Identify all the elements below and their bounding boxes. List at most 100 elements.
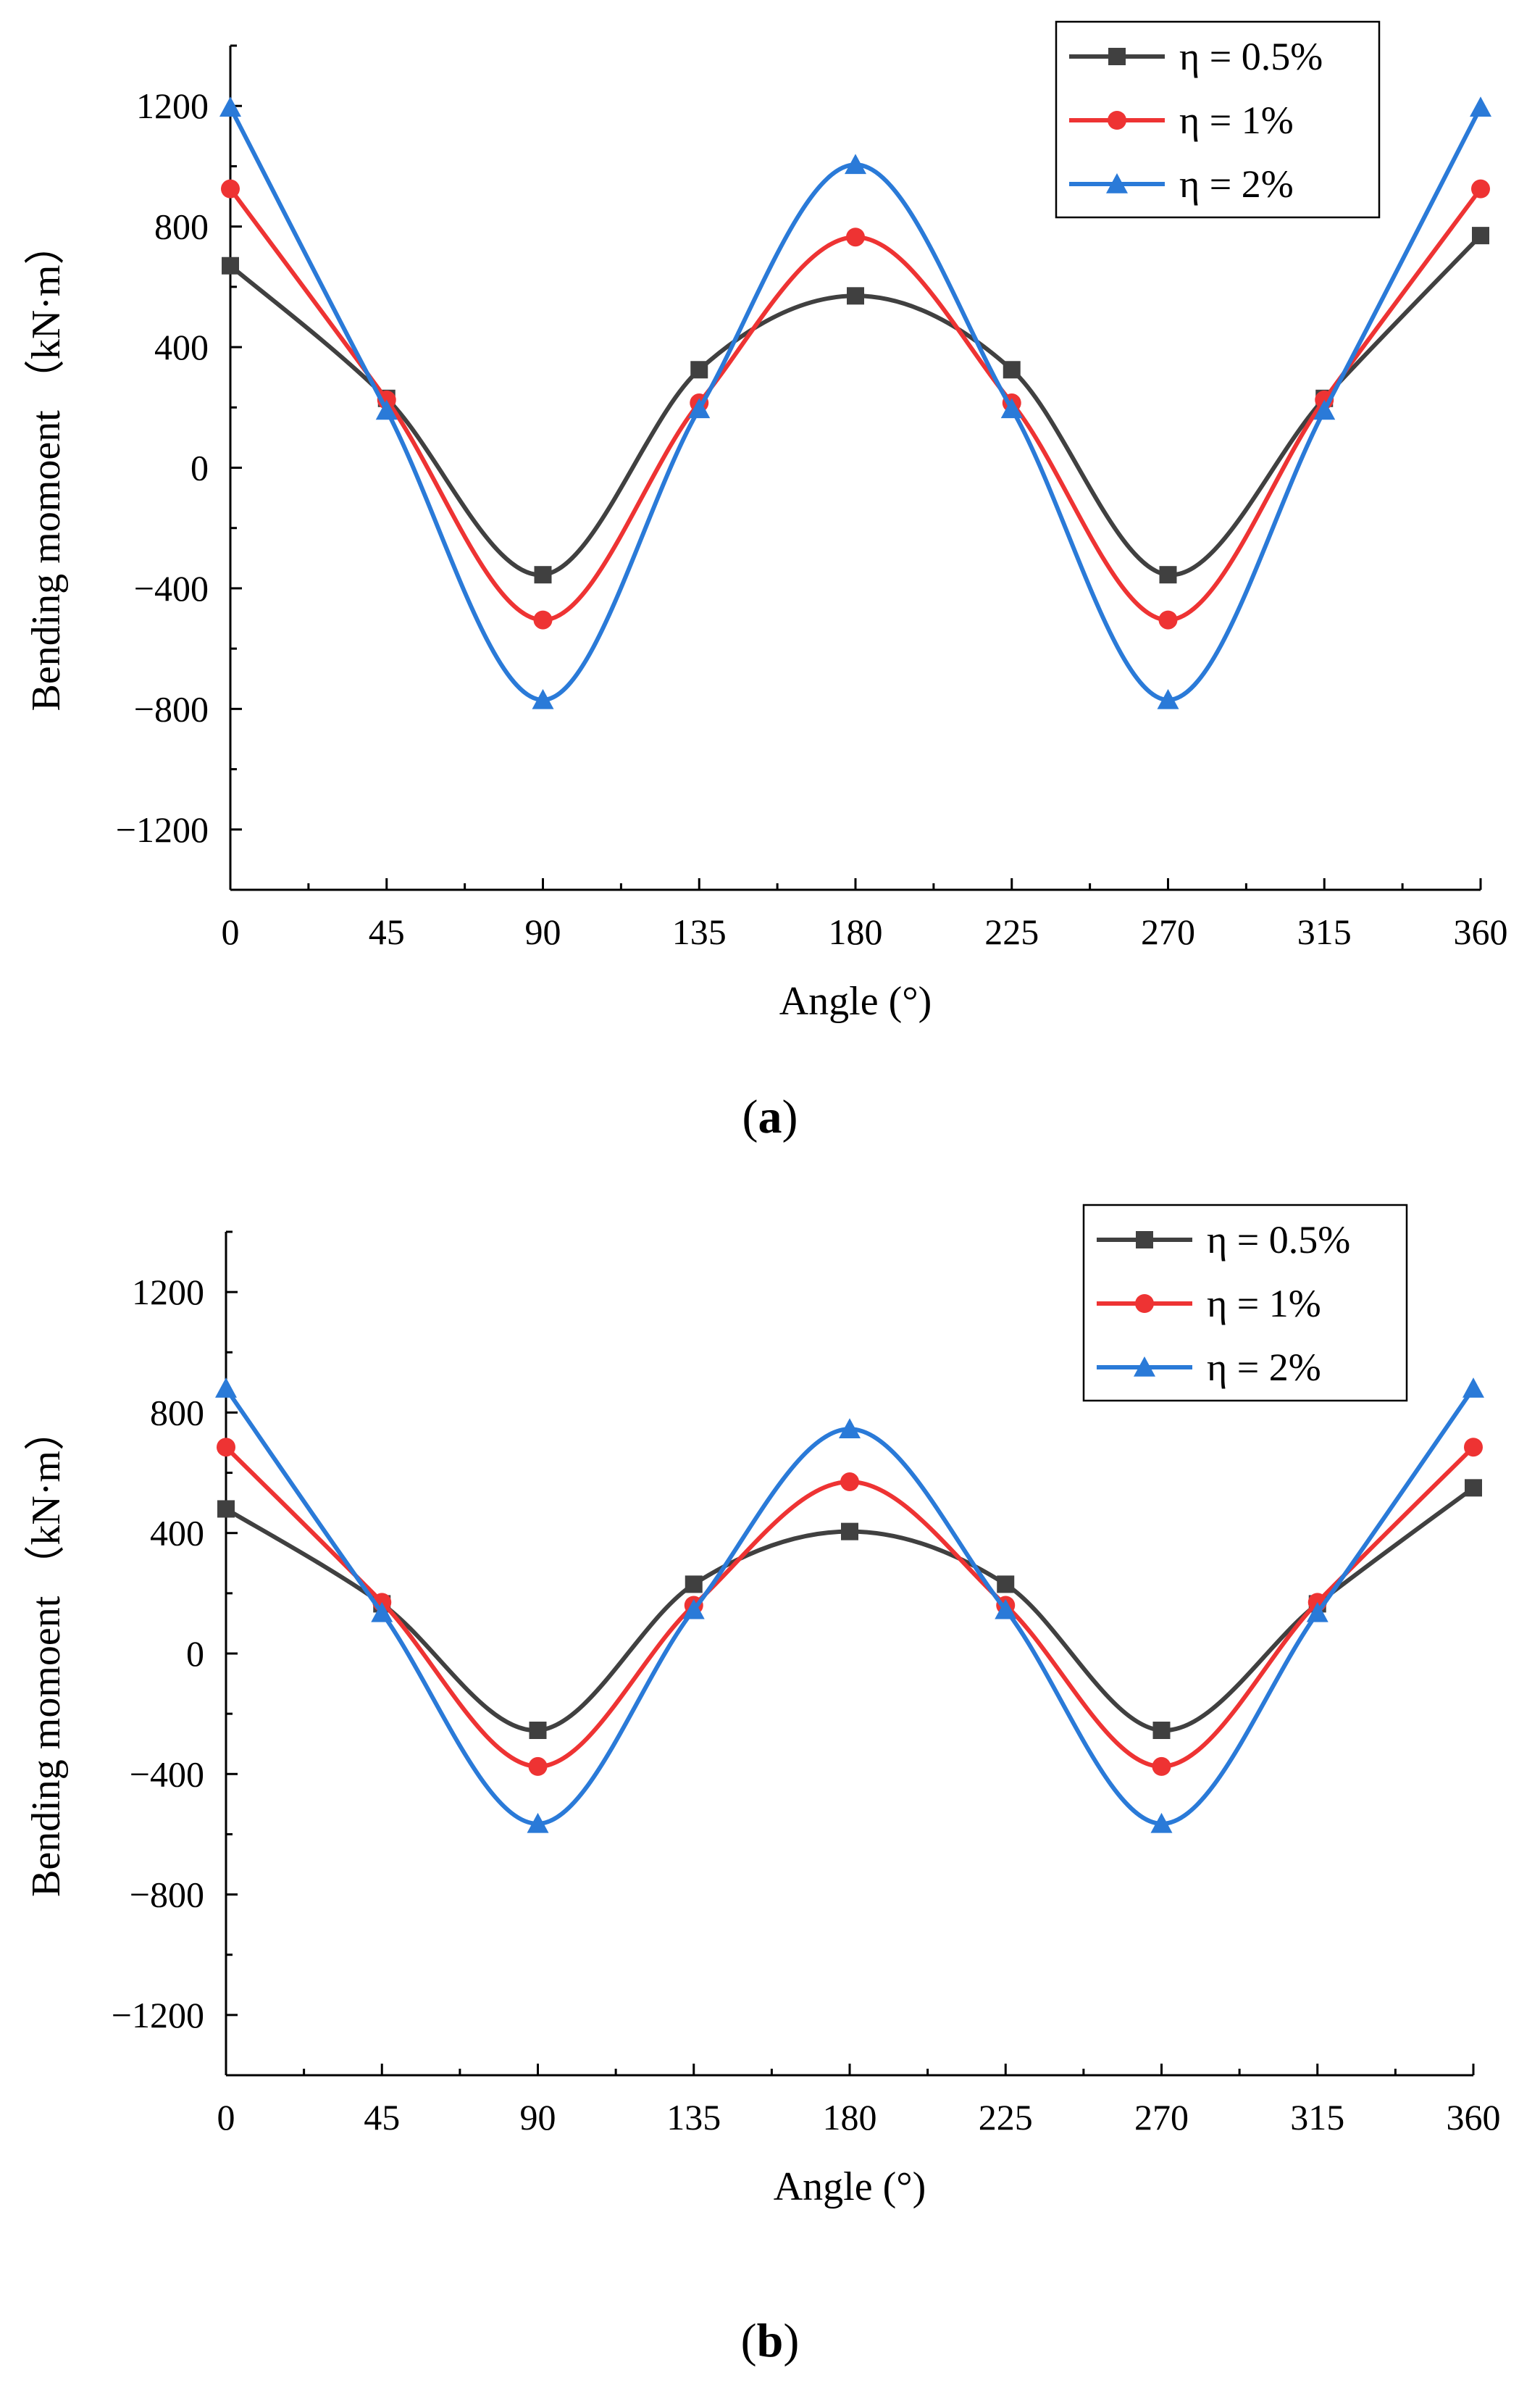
caption-letter: a bbox=[758, 1091, 782, 1143]
data-point bbox=[219, 96, 241, 117]
data-point bbox=[1157, 688, 1179, 709]
data-point bbox=[527, 1812, 549, 1833]
legend-label: η = 2% bbox=[1207, 1346, 1321, 1389]
data-point bbox=[217, 1438, 235, 1457]
data-point bbox=[1159, 566, 1177, 584]
data-point bbox=[688, 398, 711, 419]
data-point bbox=[215, 1377, 237, 1398]
legend-label: η = 2% bbox=[1179, 162, 1294, 206]
data-point bbox=[1306, 1601, 1328, 1622]
x-tick-label: 315 bbox=[1297, 912, 1352, 952]
data-point bbox=[840, 1472, 859, 1492]
data-point bbox=[1150, 1812, 1173, 1833]
data-point bbox=[371, 1601, 393, 1622]
x-tick-label: 225 bbox=[984, 912, 1039, 952]
x-tick-label: 180 bbox=[829, 912, 883, 952]
panel-caption: (a) bbox=[742, 1091, 798, 1143]
x-tick-label: 90 bbox=[520, 2097, 556, 2138]
data-point bbox=[1000, 398, 1023, 419]
data-point bbox=[1464, 1438, 1483, 1457]
x-tick-label: 0 bbox=[217, 2097, 235, 2138]
x-tick-label: 45 bbox=[364, 2097, 400, 2138]
x-tick-label: 270 bbox=[1134, 2097, 1189, 2138]
data-point bbox=[839, 1418, 861, 1439]
legend-swatch-marker bbox=[1108, 111, 1126, 130]
data-point bbox=[1462, 1377, 1484, 1398]
data-point bbox=[845, 154, 866, 175]
y-tick-label: −800 bbox=[130, 1875, 204, 1915]
data-point bbox=[846, 228, 865, 247]
data-point bbox=[997, 1575, 1015, 1593]
x-tick-label: 90 bbox=[525, 912, 561, 952]
data-point bbox=[221, 179, 240, 199]
series-line bbox=[224, 1446, 1476, 1769]
series-0 bbox=[217, 1479, 1482, 1740]
x-axis-label: Angle (°) bbox=[774, 2164, 926, 2209]
y-tick-label: −400 bbox=[134, 568, 209, 609]
data-point bbox=[1470, 96, 1491, 117]
series-line bbox=[224, 1387, 1476, 1826]
series-2 bbox=[215, 1377, 1484, 1833]
data-point bbox=[1471, 179, 1490, 199]
data-point bbox=[1152, 1756, 1171, 1776]
series-line bbox=[229, 234, 1483, 577]
series-1 bbox=[221, 179, 1490, 630]
y-tick-label: 0 bbox=[186, 1633, 204, 1674]
data-point bbox=[529, 1722, 547, 1740]
series-2 bbox=[219, 96, 1491, 709]
y-tick-label: 800 bbox=[150, 1392, 204, 1433]
x-tick-label: 360 bbox=[1454, 912, 1508, 952]
data-point bbox=[528, 1756, 548, 1776]
legend: η = 0.5% η = 1% η = 2% bbox=[1082, 1204, 1408, 1402]
y-tick-label: 0 bbox=[191, 448, 209, 488]
data-point bbox=[534, 566, 552, 584]
caption-letter: b bbox=[757, 2314, 784, 2367]
y-tick-label: 1200 bbox=[136, 86, 209, 126]
legend-label: η = 0.5% bbox=[1207, 1218, 1350, 1262]
data-point bbox=[375, 399, 398, 420]
data-point bbox=[533, 610, 553, 630]
x-tick-label: 270 bbox=[1141, 912, 1195, 952]
series-line bbox=[228, 187, 1483, 622]
caption-open: ( bbox=[741, 2314, 757, 2367]
data-point bbox=[847, 287, 864, 305]
y-tick-label: −800 bbox=[134, 688, 209, 729]
x-tick-label: 0 bbox=[222, 912, 240, 952]
series-0 bbox=[222, 227, 1489, 584]
legend-swatch-marker bbox=[1136, 1231, 1153, 1248]
data-point bbox=[532, 688, 554, 709]
x-tick-label: 225 bbox=[979, 2097, 1033, 2138]
x-tick-label: 135 bbox=[666, 2097, 721, 2138]
legend-swatch-marker bbox=[1106, 173, 1128, 193]
data-point bbox=[1003, 361, 1021, 379]
data-point bbox=[995, 1598, 1017, 1619]
caption-close: ) bbox=[783, 2314, 799, 2367]
data-point bbox=[690, 361, 708, 379]
x-tick-label: 135 bbox=[672, 912, 727, 952]
y-tick-label: −1200 bbox=[116, 809, 209, 850]
legend-swatch-marker bbox=[1135, 1294, 1154, 1313]
data-point bbox=[685, 1575, 703, 1593]
caption-close: ) bbox=[782, 1091, 798, 1143]
chart-panel-b: 0 45 90 135 180 225 270 315 360 −1200 −800 −400 0 400… bbox=[24, 1204, 1501, 2367]
data-point bbox=[682, 1598, 705, 1619]
caption-open: ( bbox=[742, 1091, 758, 1143]
y-tick-label: 800 bbox=[154, 207, 209, 247]
legend-label: η = 1% bbox=[1179, 99, 1294, 142]
y-tick-label: −1200 bbox=[112, 1995, 204, 2035]
data-point bbox=[1152, 1722, 1171, 1740]
y-tick-label: 400 bbox=[150, 1513, 204, 1554]
chart-panel-a: 0 45 90 135 180 225 270 315 360 −1200 −800 −400 0 400… bbox=[24, 20, 1508, 1143]
y-tick-label: −400 bbox=[130, 1754, 204, 1794]
legend-swatch-marker bbox=[1134, 1356, 1155, 1377]
data-point bbox=[841, 1522, 858, 1540]
x-tick-label: 45 bbox=[369, 912, 405, 952]
y-axis-label: Bending momoent （kN·m） bbox=[24, 1410, 69, 1897]
data-point bbox=[1313, 399, 1336, 420]
y-tick-label: 1200 bbox=[132, 1272, 204, 1312]
y-tick-label: 400 bbox=[154, 327, 209, 367]
x-axis-label: Angle (°) bbox=[779, 979, 932, 1024]
legend-label: η = 0.5% bbox=[1179, 35, 1323, 78]
legend-label: η = 1% bbox=[1207, 1282, 1321, 1325]
